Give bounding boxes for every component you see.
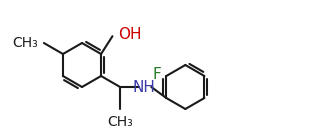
Text: NH: NH: [133, 80, 156, 95]
Text: F: F: [153, 67, 161, 82]
Text: CH₃: CH₃: [12, 36, 38, 50]
Text: OH: OH: [118, 27, 142, 42]
Text: CH₃: CH₃: [107, 115, 133, 129]
